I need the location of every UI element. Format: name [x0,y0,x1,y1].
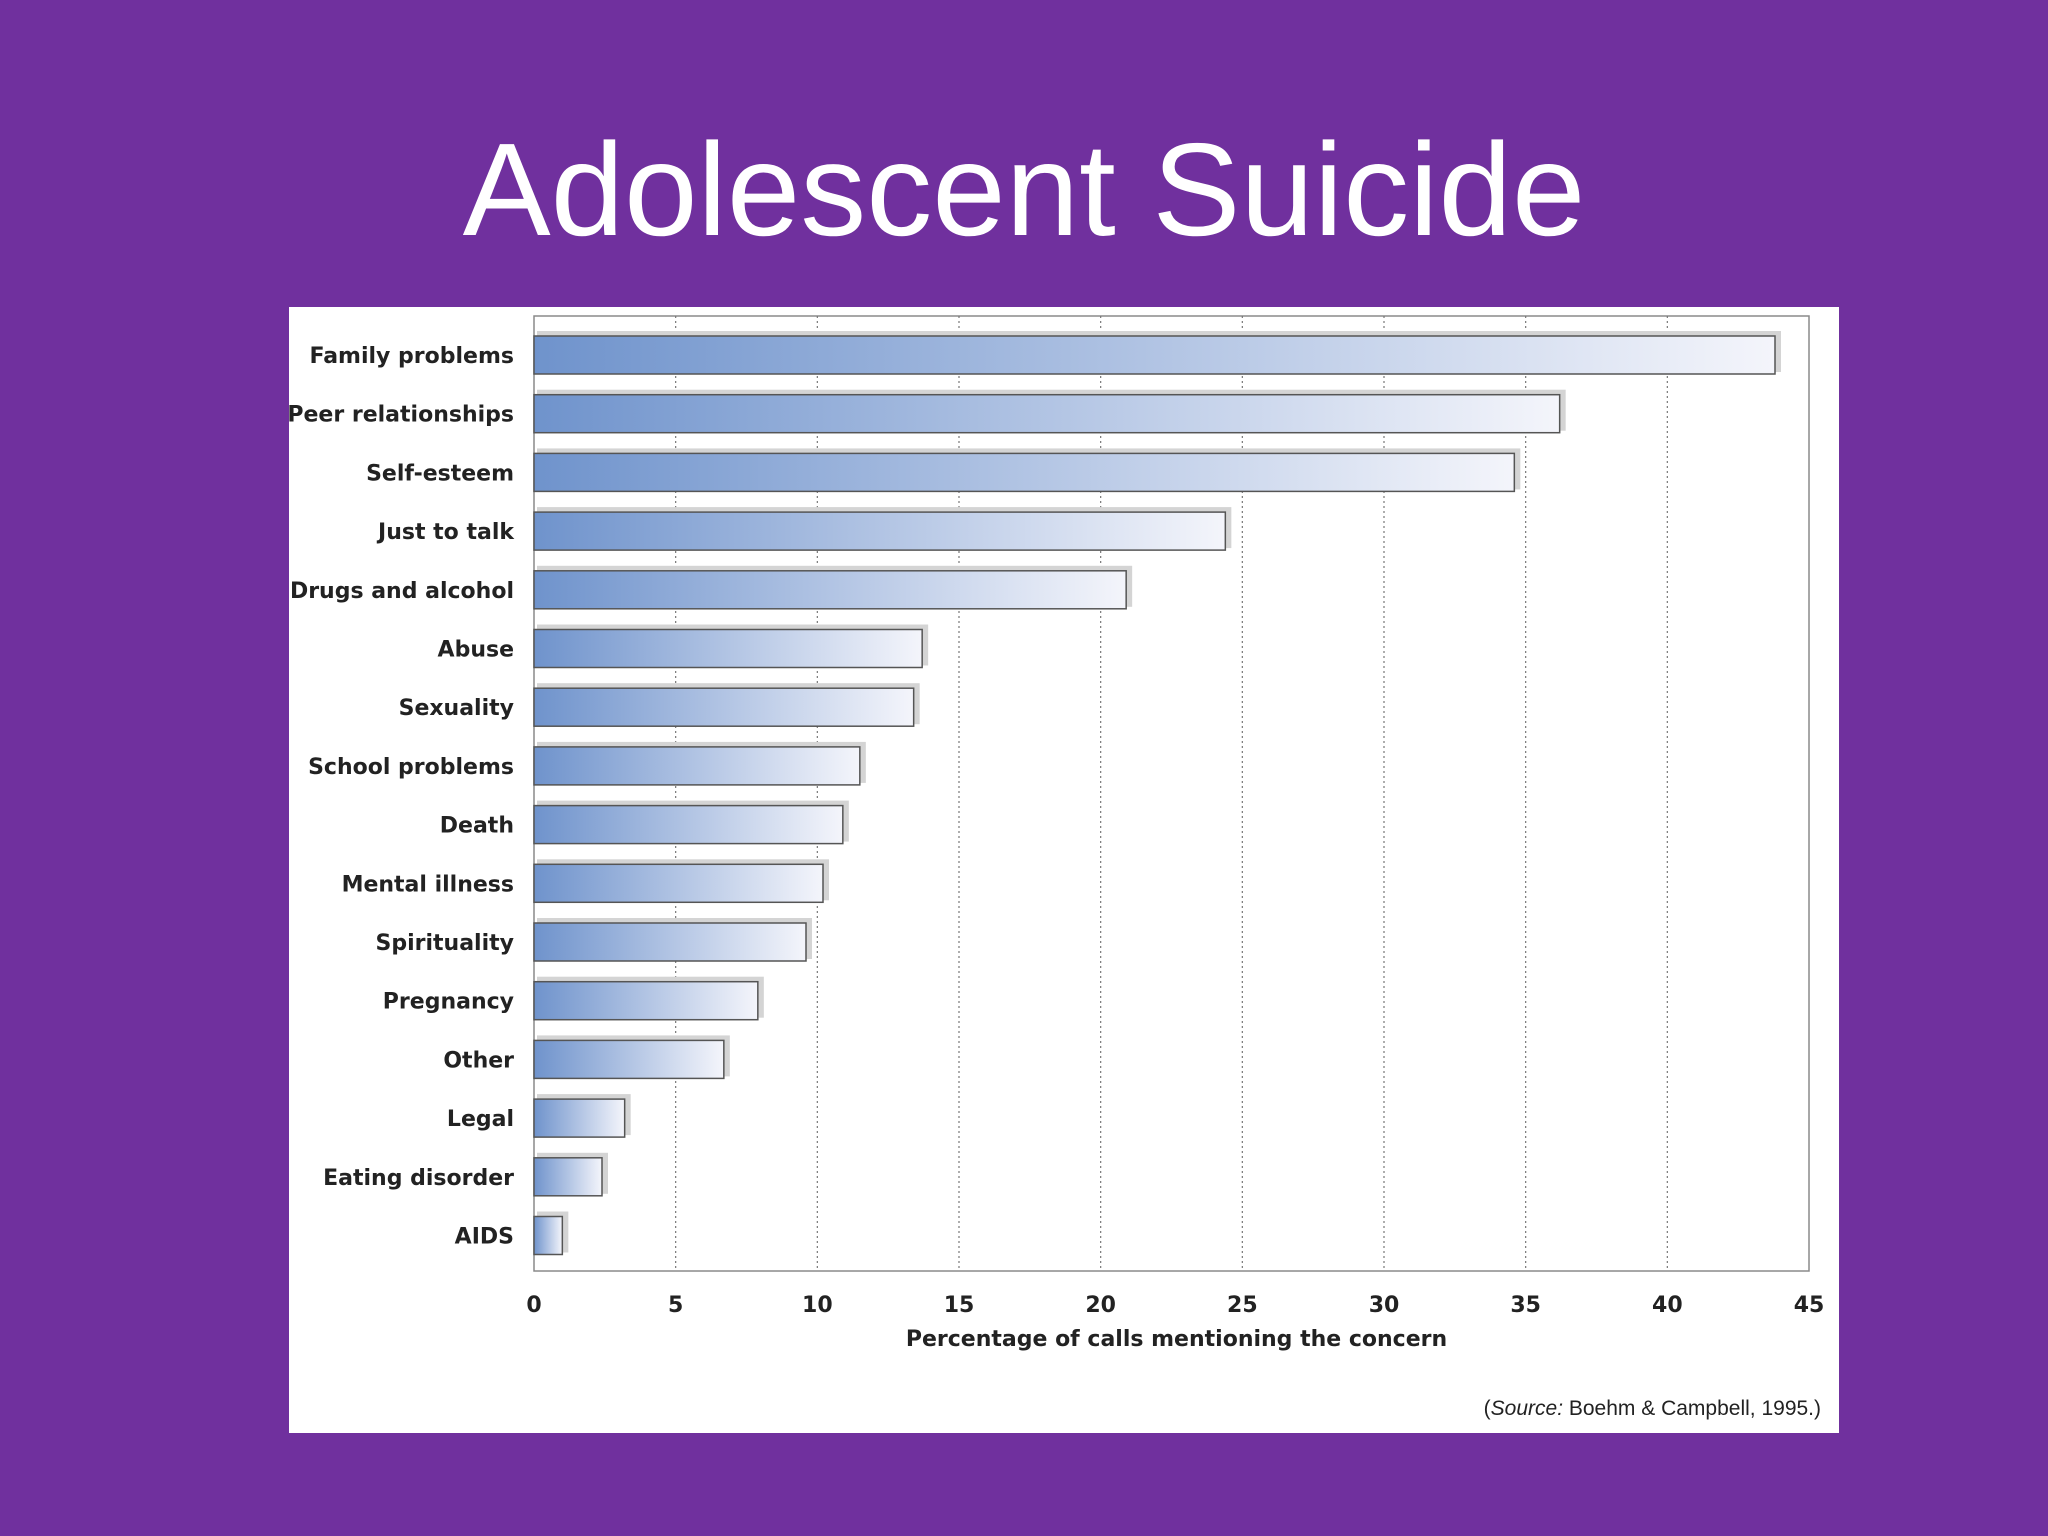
bar [533,922,807,962]
x-tick-labels: 0 5 10 15 20 25 30 35 40 45 [526,1293,1824,1318]
category-label: Family problems [309,344,514,369]
bar [533,863,824,904]
bars [533,331,1781,1256]
bar [533,980,759,1021]
chart-panel: Family problems Peer relationships Self-es… [289,307,1839,1433]
source-open-paren: ( [1483,1397,1491,1420]
bar [533,570,1127,610]
category-label: Drugs and alcohol [290,579,514,604]
x-tick-label: 35 [1510,1293,1541,1318]
bar [533,511,1227,551]
bar [533,1215,564,1256]
category-label: Pregnancy [383,990,514,1015]
bar [533,687,915,727]
bar [533,1039,725,1080]
category-labels: Family problems Peer relationships Self-es… [289,344,515,1250]
bar [533,628,923,669]
category-label: Death [440,814,514,839]
category-label: Abuse [438,638,514,663]
x-tick-label: 45 [1794,1293,1825,1318]
category-label: Sexuality [399,696,514,721]
bar [533,804,844,845]
bar [533,1157,603,1197]
source-text: Boehm & Campbell, 1995.) [1563,1397,1821,1420]
x-tick-label: 10 [802,1293,833,1318]
x-tick-label: 25 [1227,1293,1258,1318]
x-tick-label: 0 [526,1293,541,1318]
category-label: Peer relationships [289,403,514,428]
category-label: School problems [308,755,514,780]
category-label: AIDS [455,1225,514,1250]
plot-frame [533,315,1810,1272]
source-note: (Source: Boehm & Campbell, 1995.) [1484,1397,1821,1421]
x-tick-label: 15 [944,1293,975,1318]
category-label: Just to talk [376,520,515,545]
category-label: Self-esteem [366,461,514,486]
slide-title: Adolescent Suicide [462,116,1586,263]
category-label: Eating disorder [323,1166,514,1191]
source-label: Source: [1490,1397,1564,1420]
x-tick-label: 40 [1652,1293,1683,1318]
bar [533,452,1516,493]
category-label: Other [443,1048,514,1073]
bar [533,746,861,786]
bar [533,393,1561,434]
category-label: Spirituality [376,931,515,956]
bar-chart: Family problems Peer relationships Self-es… [289,315,1824,1352]
x-tick-label: 30 [1369,1293,1400,1318]
x-tick-label: 5 [668,1293,683,1318]
grid-lines [533,315,1810,1272]
category-label: Legal [447,1107,514,1132]
bar [533,1098,626,1138]
category-label: Mental illness [342,872,514,897]
bar [533,335,1776,375]
x-tick-label: 20 [1085,1293,1116,1318]
x-axis-title: Percentage of calls mentioning the conce… [906,1327,1447,1352]
